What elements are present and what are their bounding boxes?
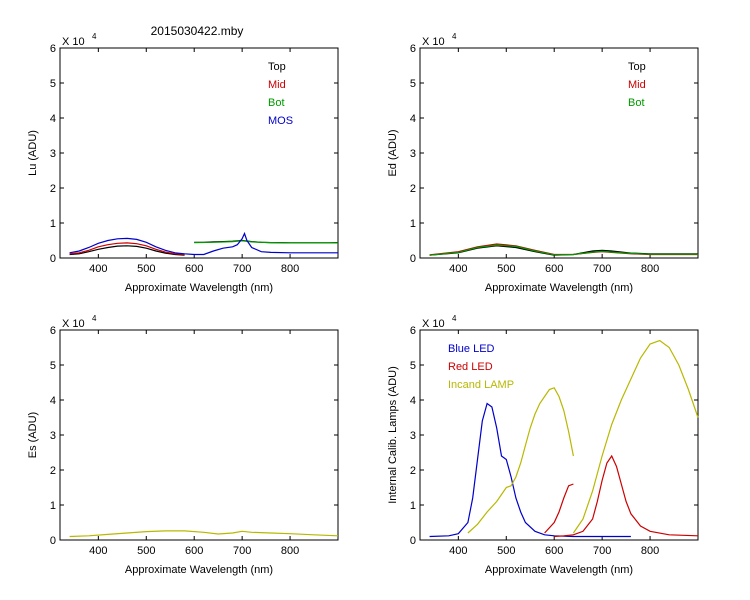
x-tick-label: 600 (545, 545, 563, 557)
y-tick-label: 3 (50, 148, 56, 160)
x-tick-label: 500 (497, 263, 515, 275)
y-tick-label: 3 (50, 430, 56, 442)
x-tick-label: 800 (281, 263, 299, 275)
legend-entry-mid: Mid (628, 79, 646, 91)
x-tick-label: 800 (281, 545, 299, 557)
series-line-top (69, 245, 185, 256)
y-tick-label: 5 (50, 360, 56, 372)
y-tick-label: 6 (50, 325, 56, 337)
y-tick-label: 0 (410, 253, 416, 265)
y-tick-label: 0 (410, 535, 416, 547)
chart-lu: 0 1 2 3 4 5 6 400 500 600 700 800 X 10 4 Approximate W… (27, 32, 339, 294)
series-line-incand-lamp (467, 387, 574, 534)
y-axis-label: Lu (ADU) (27, 130, 39, 176)
series-line-es (69, 530, 339, 538)
x-tick-label: 800 (641, 263, 659, 275)
x-tick-label: 600 (545, 263, 563, 275)
plot-frame (419, 47, 699, 259)
y-tick-label: 5 (410, 78, 416, 90)
legend-entry-incand-lamp: Incand LAMP (448, 379, 514, 391)
figure-title: 2015030422.mby (151, 24, 244, 38)
x-tick-label: 700 (593, 545, 611, 557)
x-tick-label: 400 (89, 263, 107, 275)
series-line-bot (429, 244, 698, 256)
axis-exponent-base: X 10 (62, 318, 85, 330)
y-tick-label: 4 (410, 113, 416, 125)
x-axis-label: Approximate Wavelength (nm) (485, 282, 633, 294)
y-tick-label: 1 (50, 500, 56, 512)
chart-ed: 0 1 2 3 4 5 6 400 500 600 700 800 X 10 4 Approximate W… (387, 32, 699, 294)
x-tick-label: 600 (185, 263, 203, 275)
legend-entry-blue-led: Blue LED (448, 343, 495, 355)
chart-es: 0 1 2 3 4 5 6 400 500 600 700 800 X 10 4 Approximate W… (27, 314, 339, 576)
x-axis-label: Approximate Wavelength (nm) (125, 282, 273, 294)
axis-exponent-power: 4 (92, 32, 97, 41)
y-tick-label: 3 (410, 148, 416, 160)
series-line-incand-lamp (572, 339, 699, 534)
series-line-blue-led (429, 402, 631, 538)
y-axis-label: Internal Calib. Lamps (ADU) (387, 366, 399, 504)
chart-lamps: 0 1 2 3 4 5 6 400 500 600 700 800 X 10 4 Approximate W… (387, 314, 699, 576)
x-tick-label: 400 (89, 545, 107, 557)
legend-entry-top: Top (628, 61, 646, 73)
legend-entry-mid: Mid (268, 79, 286, 91)
axis-exponent-power: 4 (452, 32, 457, 41)
axis-exponent-power: 4 (452, 314, 457, 323)
x-tick-label: 500 (137, 263, 155, 275)
x-tick-label: 500 (137, 545, 155, 557)
axis-exponent-base: X 10 (422, 36, 445, 48)
y-axis-label: Ed (ADU) (387, 129, 399, 176)
axis-exponent-base: X 10 (422, 318, 445, 330)
y-tick-label: 0 (50, 535, 56, 547)
y-tick-label: 2 (410, 465, 416, 477)
y-tick-label: 6 (50, 43, 56, 55)
y-axis-label: Es (ADU) (27, 412, 39, 458)
x-tick-label: 700 (233, 545, 251, 557)
x-axis-label: Approximate Wavelength (nm) (125, 564, 273, 576)
axis-exponent-base: X 10 (62, 36, 85, 48)
y-tick-label: 1 (50, 218, 56, 230)
x-tick-label: 400 (449, 263, 467, 275)
x-tick-label: 800 (641, 545, 659, 557)
y-tick-label: 5 (50, 78, 56, 90)
y-tick-label: 6 (410, 325, 416, 337)
y-tick-label: 6 (410, 43, 416, 55)
axis-exponent-power: 4 (92, 314, 97, 323)
series-line-bot (194, 240, 338, 244)
x-axis-label: Approximate Wavelength (nm) (485, 564, 633, 576)
x-tick-label: 400 (449, 545, 467, 557)
legend-entry-mos: MOS (268, 115, 293, 127)
legend-entry-top: Top (268, 61, 286, 73)
legend-entry-bot: Bot (628, 97, 645, 109)
y-tick-label: 3 (410, 430, 416, 442)
series-line-red-led (544, 483, 574, 534)
plot-frame (59, 47, 339, 259)
y-tick-label: 1 (410, 500, 416, 512)
series-line-red-led (554, 454, 699, 538)
x-tick-label: 500 (497, 545, 515, 557)
y-tick-label: 1 (410, 218, 416, 230)
y-tick-label: 2 (50, 465, 56, 477)
y-tick-label: 0 (50, 253, 56, 265)
series-line-mid (69, 242, 185, 256)
x-tick-label: 600 (185, 545, 203, 557)
y-tick-label: 4 (50, 395, 56, 407)
x-tick-label: 700 (593, 263, 611, 275)
y-tick-label: 4 (50, 113, 56, 125)
y-tick-label: 4 (410, 395, 416, 407)
series-line-mos (69, 231, 338, 256)
y-tick-label: 2 (50, 183, 56, 195)
y-tick-label: 5 (410, 360, 416, 372)
legend-entry-bot: Bot (268, 97, 285, 109)
y-tick-label: 2 (410, 183, 416, 195)
plot-frame (59, 329, 339, 541)
legend-entry-red-led: Red LED (448, 361, 493, 373)
x-tick-label: 700 (233, 263, 251, 275)
